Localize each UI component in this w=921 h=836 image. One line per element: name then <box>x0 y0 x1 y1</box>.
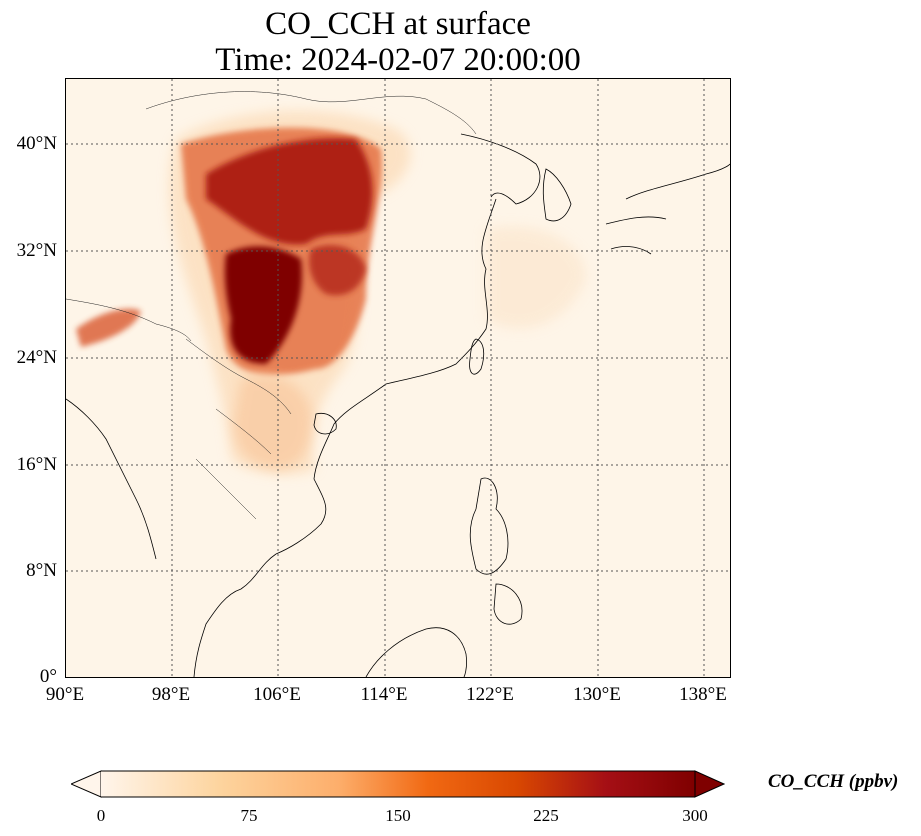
lon-tick-label: 122°E <box>466 684 514 705</box>
colorbar-extend-low <box>71 770 102 798</box>
lat-tick-label: 24°N <box>16 347 57 368</box>
mainland-sea-coast-north <box>460 133 541 205</box>
country-borders <box>66 91 477 520</box>
plume-core-north <box>206 138 373 245</box>
colorbar-tick-label: 225 <box>533 806 559 825</box>
indochina-coast <box>193 553 277 677</box>
hainan-coast <box>313 412 337 435</box>
korea-coast <box>542 168 572 222</box>
himalaya-border <box>66 298 192 342</box>
lon-tick-label: 106°E <box>253 684 301 705</box>
gridlines <box>66 79 730 677</box>
colorbar-tick-label: 300 <box>682 806 708 825</box>
philippines-coast <box>469 477 523 625</box>
lat-tick-label: 32°N <box>16 240 57 261</box>
lat-tick-label: 16°N <box>16 454 57 475</box>
japan-coast <box>605 163 730 255</box>
lat-tick-label: 0° <box>39 666 57 687</box>
map-plot-area <box>65 78 731 678</box>
china-north-border <box>145 91 477 135</box>
myanmar-coast <box>66 398 157 560</box>
colorbar-outline <box>101 770 695 798</box>
lon-tick-label: 138°E <box>679 684 727 705</box>
colorbar-tick-label: 0 <box>96 806 106 825</box>
lon-tick-label: 114°E <box>360 684 408 705</box>
map-canvas <box>66 79 730 677</box>
colorbar-label: CO_CCH (ppbv) <box>768 771 899 792</box>
colorbar-tick-label: 75 <box>240 806 258 825</box>
co-concentration-field <box>76 110 586 475</box>
taiwan-coast <box>469 338 485 375</box>
plume-south-tail <box>233 375 313 469</box>
borneo-coast <box>365 627 467 677</box>
plume-haze-east <box>486 226 586 329</box>
lon-tick-label: 130°E <box>573 684 621 705</box>
plume-core-south <box>224 246 302 364</box>
china-coast <box>275 198 497 555</box>
lat-tick-label: 8°N <box>26 560 57 581</box>
lat-tick-label: 40°N <box>16 133 57 154</box>
colorbar <box>71 770 725 798</box>
lon-tick-label: 90°E <box>45 684 85 705</box>
map-title-line1: CO_CCH at surface <box>265 6 531 42</box>
colorbar-gradient <box>101 771 695 797</box>
coastlines <box>66 133 730 677</box>
colorbar-tick-label: 150 <box>385 806 411 825</box>
lon-tick-label: 98°E <box>151 684 191 705</box>
plume-west <box>76 308 141 347</box>
colorbar-extend-high <box>694 770 725 798</box>
plume-core-east <box>309 245 366 296</box>
map-title-line2: Time: 2024-02-07 20:00:00 <box>215 42 581 78</box>
